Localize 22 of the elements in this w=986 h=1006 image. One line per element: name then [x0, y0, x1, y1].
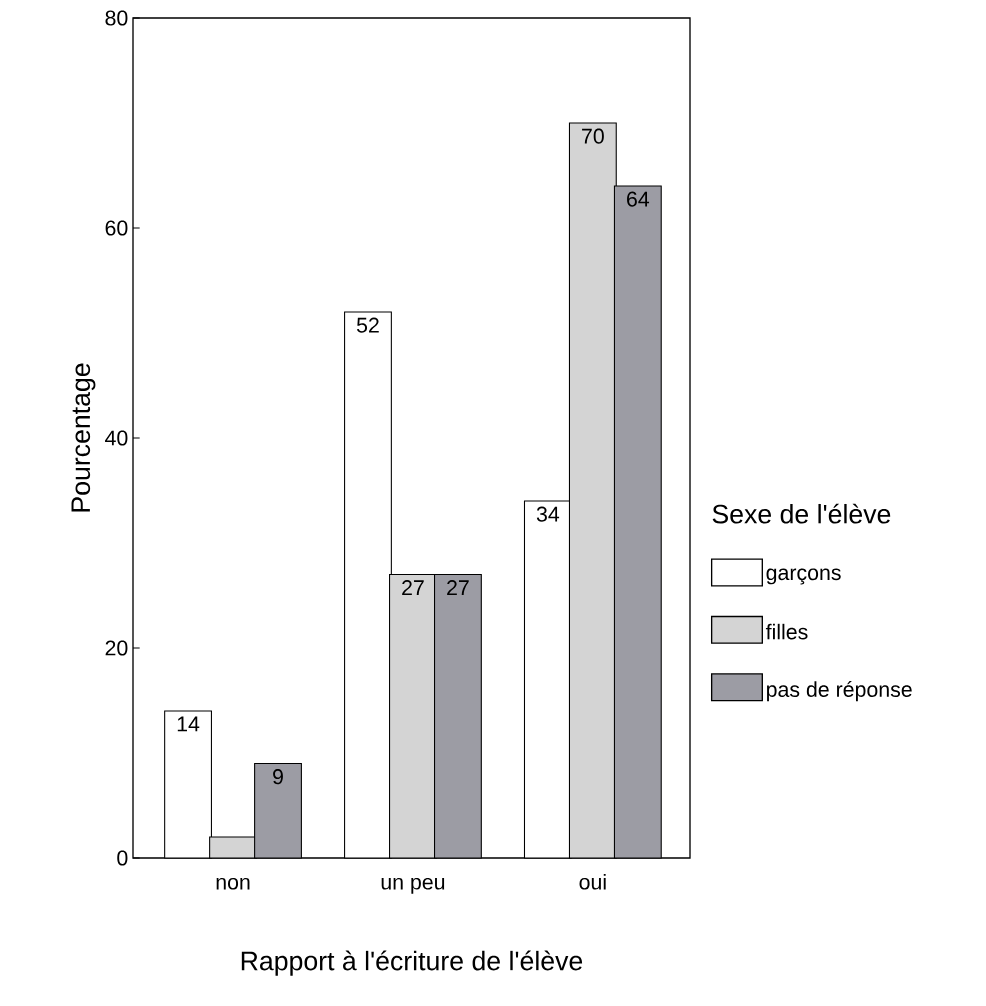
data-label: 52 — [356, 317, 379, 333]
data-label: 70 — [582, 128, 604, 144]
data-label: 64 — [627, 191, 650, 207]
y-tick-label: 0 — [117, 850, 128, 866]
data-label: 14 — [177, 716, 200, 732]
x-tick-label: non — [216, 877, 250, 890]
legend-title: Sexe de l'élève — [712, 503, 891, 524]
data-label: 9 — [273, 769, 283, 785]
x-tick-label: un peu — [381, 877, 445, 894]
legend-label: filles — [765, 623, 808, 640]
x-tick-label: oui — [579, 873, 606, 890]
data-label: 27 — [447, 580, 469, 595]
x-axis-title: Rapport à l'écriture de l'élève — [241, 950, 583, 976]
y-tick-label: 20 — [105, 640, 128, 656]
legend-label: pas de réponse — [767, 681, 912, 702]
data-label: 27 — [402, 580, 424, 595]
y-tick-label: 40 — [105, 430, 128, 446]
y-tick-label: 60 — [105, 220, 128, 236]
y-tick-label: 80 — [105, 10, 128, 26]
data-label: 34 — [536, 506, 560, 522]
legend-label: garçons — [766, 568, 841, 585]
y-axis-title: Pourcentage — [71, 363, 96, 512]
